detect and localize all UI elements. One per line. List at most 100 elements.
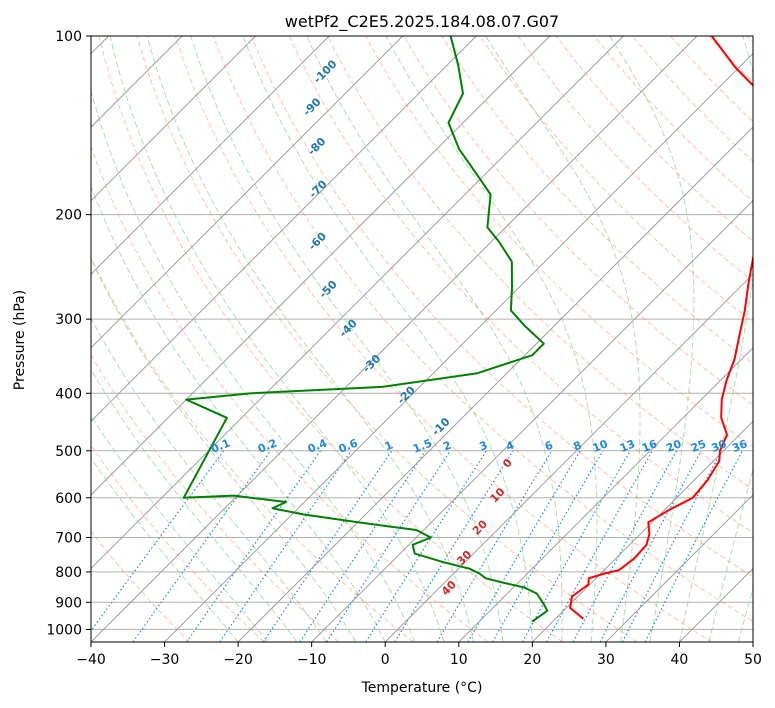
moist-adiabat-line [609,36,695,642]
dewpoint-profile-line [182,36,549,623]
x-tick-label: 20 [523,652,541,668]
mixing-ratio-label: 16 [640,437,659,455]
y-axis: 100 200 300 400 500 600 700 800 900 1000 [46,29,91,638]
plot-background [91,36,753,642]
moist-adiabat-line [91,257,357,642]
mixing-ratio-label: 36 [730,437,749,455]
mixing-ratio-label: 20 [664,437,683,455]
dry-adiabat-line [327,36,753,491]
isotherm-line [531,420,753,642]
dry-adiabat-line [136,36,638,642]
dry-adiabat-line [403,36,753,406]
dry-adiabat-line [212,36,753,623]
moist-adiabat-line [91,414,268,642]
mixing-ratio-label: 25 [689,437,708,455]
dry-adiabats [91,36,753,642]
mixing-ratio-line [572,450,678,642]
mixing-ratio-label: 13 [618,437,637,455]
x-tick-label: 0 [381,652,390,668]
isotherm-line [384,273,753,642]
dry-adiabat-line [517,36,753,283]
y-tick-label: 600 [55,491,82,507]
x-axis-title: Temperature (°C) [361,680,483,696]
isotherm-line [91,36,477,423]
isotherm-line [91,36,330,275]
moist-adiabat-line [146,36,474,642]
mixing-ratio-label: 8 [571,439,583,454]
moist-adiabat-line [306,36,563,642]
mixing-ratio-line [326,450,451,642]
dry-adiabat-line [91,530,191,642]
mixing-ratio-line [599,450,702,642]
moist-adiabat-line [91,185,386,642]
mixing-ratio-label: 10 [591,437,610,455]
moist-adiabat-line [242,36,533,642]
y-tick-label: 200 [55,208,82,224]
isotherm-line [91,36,551,496]
moist-adiabat-line [385,36,598,642]
plot-frame [90,35,754,643]
y-tick-label: 400 [55,386,82,402]
moist-adiabat-line [109,36,445,642]
mixing-ratio-line [365,450,487,642]
plot-area: 0.1 0.2 0.4 0.6 1 1.5 2 3 4 6 8 10 13 16 20 25 30 36-100-… [91,36,753,642]
moist-adiabat-line [485,36,641,642]
x-tick-label: −30 [150,652,180,668]
dry-adiabat-line [91,145,489,642]
isotherms [91,36,753,642]
mixing-ratio-label: 3 [477,439,489,454]
isotherm-line [91,36,257,202]
temperature-profile-line [569,36,753,620]
moist-adiabat-line [678,36,753,642]
isotherm-line [605,494,753,642]
y-tick-label: 300 [55,312,82,328]
x-tick-label: 50 [744,652,762,668]
y-axis-title: Pressure (hPa) [12,290,28,390]
dry-adiabat-line [91,354,340,642]
isotherm-line [752,641,753,642]
x-tick-label: 40 [671,652,689,668]
dry-adiabat-line [91,444,265,642]
isotherm-line [164,52,753,642]
moist-adiabat-line [91,457,239,642]
mixing-ratio-line [436,450,553,642]
mixing-ratio-line [521,450,631,642]
y-tick-label: 800 [55,565,82,581]
isotherm-line [91,36,404,349]
isotherm-line [311,199,753,642]
mixing-ratio-line [219,450,352,642]
moist-adiabat-line [91,368,298,642]
mixing-ratio-lines [91,450,743,642]
x-tick-label: −40 [76,652,106,668]
x-axis: −40 −30 −20 −10 0 10 20 30 40 50 [76,642,762,668]
dry-adiabat-line [479,36,753,323]
y-tick-label: 700 [55,531,82,547]
isotherm-line [91,36,698,642]
chart-title: wetPf2_C2E5.2025.184.08.07.G07 [285,12,559,32]
x-tick-label: 10 [450,652,468,668]
mixing-ratio-label: 2 [441,439,453,454]
sounding-series [182,36,753,623]
mixing-ratio-line [91,450,225,632]
mixing-ratio-line [299,450,426,642]
mixing-ratio-label: 1 [383,439,395,454]
isotherm-line [237,126,753,642]
mixing-ratio-line [132,450,272,642]
mixing-ratio-line [262,450,393,642]
x-tick-label: −20 [223,652,253,668]
mixing-ratio-line [186,450,321,642]
y-tick-label: 900 [55,595,82,611]
dry-adiabat-line [98,36,563,642]
moist-adiabat-line [190,36,504,642]
y-tick-label: 100 [55,29,82,45]
x-tick-label: −10 [297,652,327,668]
isotherm-line [91,36,624,570]
mixing-ratio-line [546,450,653,642]
x-tick-label: 30 [597,652,615,668]
moist-adiabats [91,36,753,642]
y-tick-label: 500 [55,444,82,460]
isotherm-line [458,347,753,642]
dry-adiabat-line [174,36,713,642]
dry-adiabat-line [250,36,753,578]
